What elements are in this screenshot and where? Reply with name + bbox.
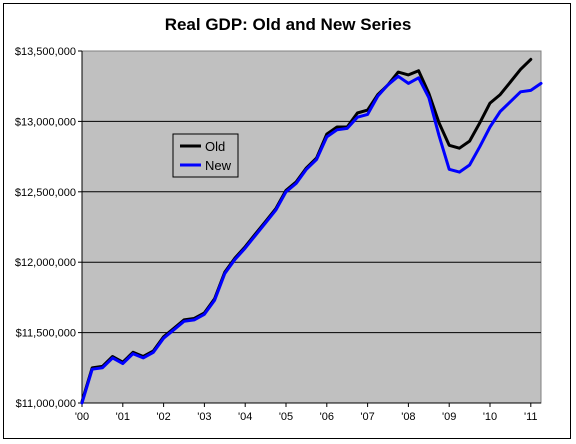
x-axis: '00 '01 '02 '03 '04 '05 '06 '07 '08 '09 '10 '11 [75, 402, 541, 423]
y-tick-label: $13,000,000 [15, 116, 76, 128]
x-tick-label: '07 [360, 411, 374, 423]
x-tick-label: '09 [442, 411, 456, 423]
plot-area [81, 50, 542, 404]
x-tick-label: '08 [401, 411, 415, 423]
x-tick-label: '01 [116, 411, 130, 423]
series-line-new [80, 74, 543, 405]
y-tick-label: $13,500,000 [15, 46, 76, 58]
legend-label-new: New [205, 158, 232, 173]
legend-label-old: Old [205, 139, 225, 154]
y-tick-label: $11,500,000 [16, 328, 76, 340]
x-tick-label: '02 [156, 411, 170, 423]
y-tick-label: $12,000,000 [15, 257, 76, 269]
legend-box [172, 133, 239, 178]
x-tick-label: '00 [75, 411, 89, 423]
y-tick-label: $12,500,000 [15, 187, 76, 199]
x-tick-label: '11 [524, 411, 538, 423]
x-tick-label: '10 [483, 411, 497, 423]
chart-title: Real GDP: Old and New Series [164, 15, 412, 34]
y-axis: $11,000,000 $11,500,000 $12,000,000 $12,500… [15, 46, 83, 410]
x-tick-label: '05 [279, 411, 293, 423]
gridlines [82, 120, 541, 334]
x-tick-label: '03 [197, 411, 211, 423]
x-tick-label: '06 [320, 411, 334, 423]
y-tick-label: $11,000,000 [16, 398, 76, 410]
legend: Old New [172, 133, 239, 178]
series-group [80, 57, 543, 405]
x-tick-label: '04 [238, 411, 252, 423]
